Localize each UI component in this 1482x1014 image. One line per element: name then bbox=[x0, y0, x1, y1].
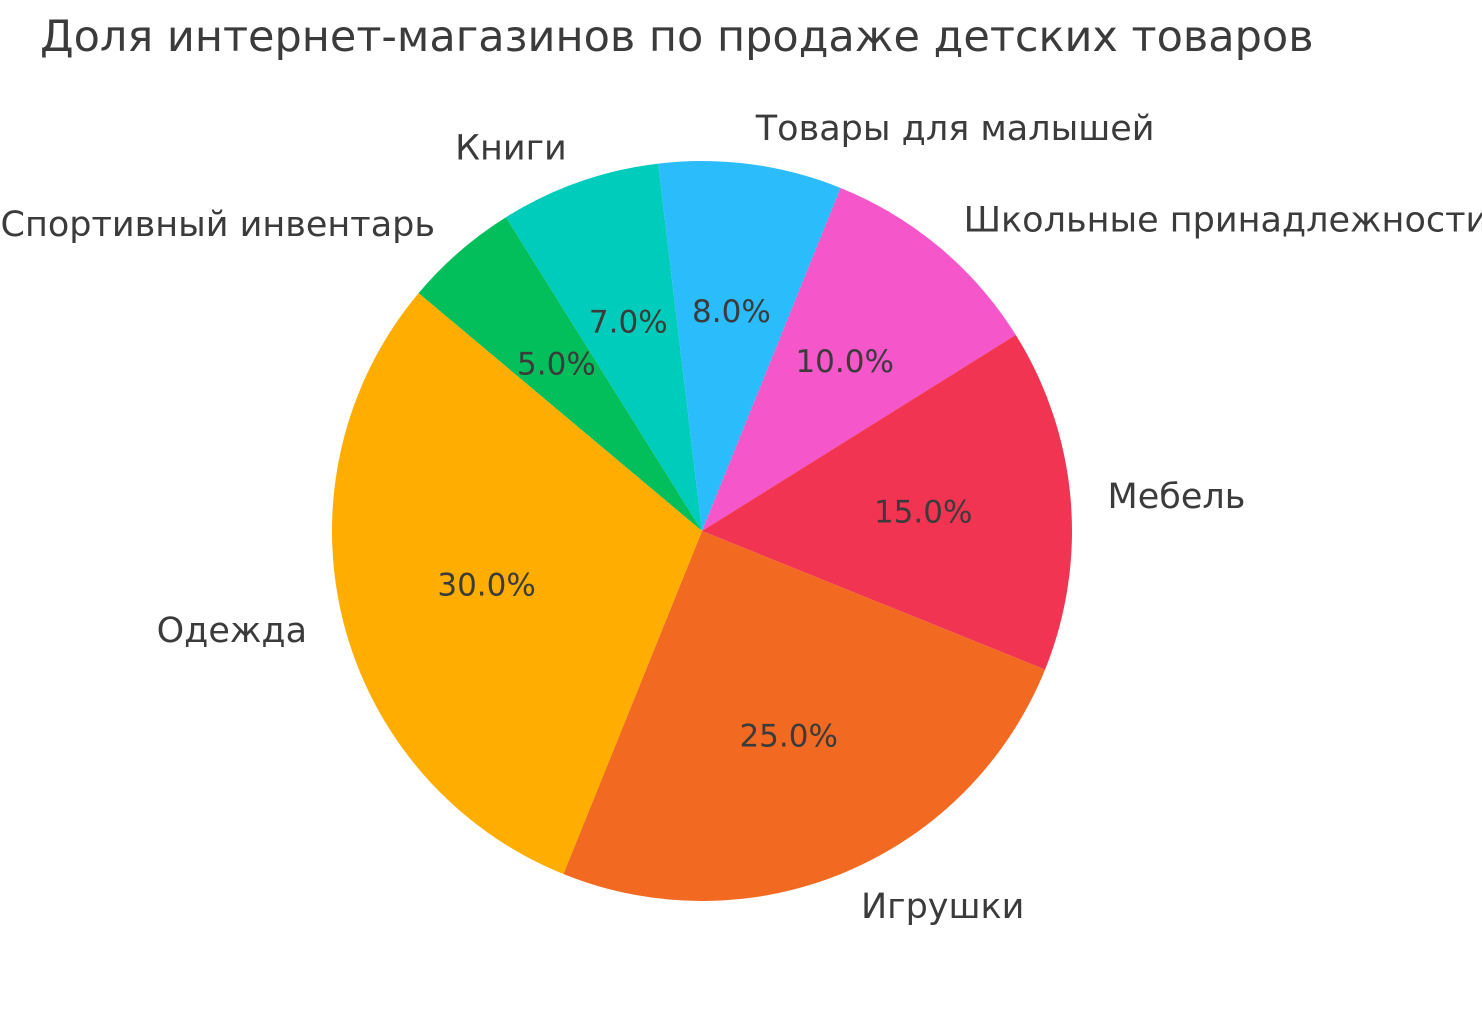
slice-percentage-label: 8.0% bbox=[692, 294, 771, 330]
slice-percentage-label: 7.0% bbox=[589, 304, 668, 340]
slice-percentage-label: 5.0% bbox=[517, 346, 596, 382]
slice-percentage-label: 15.0% bbox=[874, 495, 972, 531]
pie-slice-0 bbox=[418, 217, 702, 531]
pie-slice-5 bbox=[563, 531, 1046, 902]
slice-label: Одежда bbox=[157, 611, 307, 651]
slice-label: Спортивный инвентарь bbox=[1, 205, 435, 245]
slice-percentage-label: 25.0% bbox=[739, 718, 837, 754]
slice-percentage-label: 30.0% bbox=[437, 568, 535, 604]
pie-slice-6 bbox=[331, 293, 702, 875]
slice-label: Книги bbox=[455, 128, 567, 168]
pie-slice-1 bbox=[505, 163, 702, 531]
pie-slice-4 bbox=[702, 334, 1073, 670]
slice-label: Школьные принадлежности bbox=[964, 200, 1482, 240]
slice-label: Товары для малышей bbox=[755, 109, 1155, 149]
pie-slice-3 bbox=[702, 187, 1016, 531]
slice-label: Игрушки bbox=[861, 887, 1024, 927]
slice-percentage-label: 10.0% bbox=[795, 344, 893, 380]
pie-slice-2 bbox=[658, 160, 841, 531]
chart-title: Доля интернет-магазинов по продаже детск… bbox=[40, 12, 1314, 62]
slice-label: Мебель bbox=[1108, 477, 1246, 517]
